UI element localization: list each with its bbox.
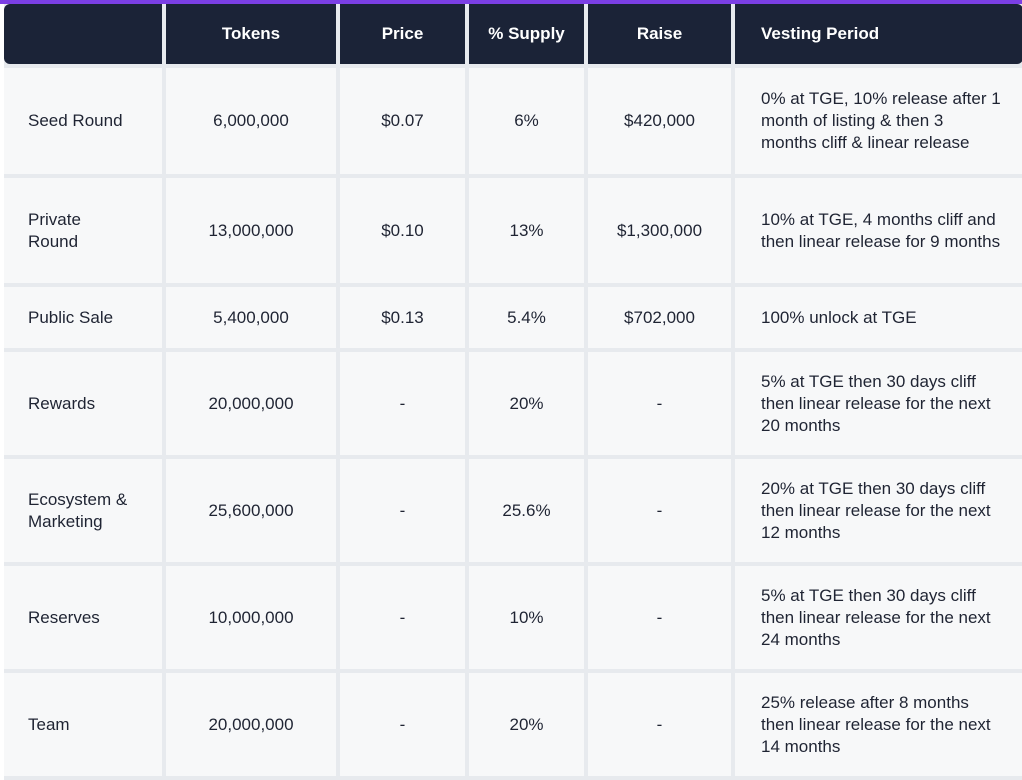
row-tokens: 6,000,000 <box>166 68 336 174</box>
row-raise: - <box>588 673 731 776</box>
row-supply: 13% <box>469 178 584 283</box>
row-vesting: 25% release after 8 months then linear r… <box>735 673 1022 776</box>
row-price: $0.10 <box>340 178 465 283</box>
row-vesting: 5% at TGE then 30 days cliff then linear… <box>735 566 1022 669</box>
row-price: $0.13 <box>340 287 465 348</box>
row-name: Reserves <box>4 566 162 669</box>
row-supply: 20% <box>469 673 584 776</box>
row-supply: 5.4% <box>469 287 584 348</box>
row-vesting: 10% at TGE, 4 months cliff and then line… <box>735 178 1022 283</box>
header-supply: % Supply <box>469 4 584 64</box>
row-tokens: 20,000,000 <box>166 352 336 455</box>
row-tokens: 13,000,000 <box>166 178 336 283</box>
row-supply: 10% <box>469 566 584 669</box>
token-allocation-table: Tokens Price % Supply Raise Vesting Peri… <box>4 4 1022 780</box>
accent-bar <box>0 0 1022 4</box>
row-price: - <box>340 673 465 776</box>
row-price: $0.07 <box>340 68 465 174</box>
row-tokens: 10,000,000 <box>166 566 336 669</box>
row-raise: $420,000 <box>588 68 731 174</box>
row-name: Public Sale <box>4 287 162 348</box>
row-raise: - <box>588 352 731 455</box>
row-tokens: 5,400,000 <box>166 287 336 348</box>
row-vesting: 20% at TGE then 30 days cliff then linea… <box>735 459 1022 562</box>
row-raise: $1,300,000 <box>588 178 731 283</box>
row-price: - <box>340 459 465 562</box>
row-tokens: 25,600,000 <box>166 459 336 562</box>
row-name: Ecosystem & Marketing <box>4 459 162 562</box>
row-name: Team <box>4 673 162 776</box>
row-price: - <box>340 566 465 669</box>
row-name: Private Round <box>4 178 162 283</box>
header-vesting-period: Vesting Period <box>735 4 1022 64</box>
row-name: Rewards <box>4 352 162 455</box>
row-tokens: 20,000,000 <box>166 673 336 776</box>
row-supply: 25.6% <box>469 459 584 562</box>
header-raise: Raise <box>588 4 731 64</box>
row-raise: - <box>588 566 731 669</box>
row-price: - <box>340 352 465 455</box>
header-price: Price <box>340 4 465 64</box>
row-vesting: 0% at TGE, 10% release after 1 month of … <box>735 68 1022 174</box>
row-supply: 20% <box>469 352 584 455</box>
row-raise: $702,000 <box>588 287 731 348</box>
header-tokens: Tokens <box>166 4 336 64</box>
row-supply: 6% <box>469 68 584 174</box>
row-vesting: 5% at TGE then 30 days cliff then linear… <box>735 352 1022 455</box>
row-raise: - <box>588 459 731 562</box>
row-name: Seed Round <box>4 68 162 174</box>
row-vesting: 100% unlock at TGE <box>735 287 1022 348</box>
header-empty <box>4 4 162 64</box>
